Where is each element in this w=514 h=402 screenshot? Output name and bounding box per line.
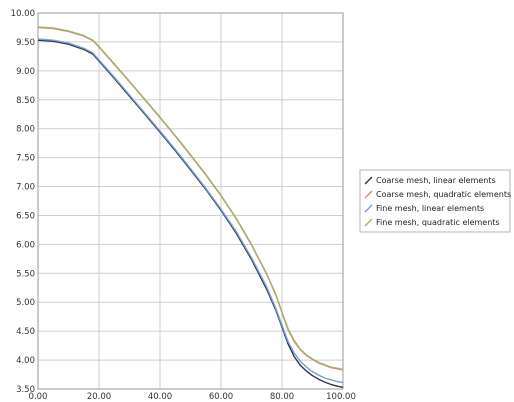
x-tick-label: 0.00 <box>29 392 48 402</box>
y-tick-label: 9.00 <box>16 67 35 77</box>
x-tick-label: 40.00 <box>148 392 172 402</box>
y-tick-label: 5.50 <box>16 269 35 279</box>
legend-label: Fine mesh, linear elements <box>376 204 484 213</box>
legend: Coarse mesh, linear elements Coarse mesh,… <box>360 170 511 232</box>
y-tick-label: 8.00 <box>16 125 35 135</box>
series-lines <box>38 27 343 387</box>
x-tick-label: 20.00 <box>87 392 111 402</box>
series-line-coarse-mesh-linear-elements <box>38 40 343 387</box>
series-line-coarse-mesh-quadratic-elements <box>38 28 343 370</box>
x-tick-label: 60.00 <box>209 392 233 402</box>
y-tick-label: 7.00 <box>16 183 35 193</box>
y-tick-label: 9.50 <box>16 38 35 48</box>
x-tick-label: 80.00 <box>270 392 294 402</box>
y-tick-label: 4.50 <box>16 327 35 337</box>
y-tick-label: 6.00 <box>16 240 35 250</box>
y-tick-label: 10.00 <box>11 9 35 19</box>
y-tick-label: 8.50 <box>16 96 35 106</box>
gridlines <box>38 13 343 389</box>
legend-label: Coarse mesh, linear elements <box>376 176 496 185</box>
series-line-fine-mesh-quadratic-elements <box>38 27 343 369</box>
y-tick-label: 5.00 <box>16 298 35 308</box>
y-tick-label: 4.00 <box>16 356 35 366</box>
y-tick-label: 6.50 <box>16 211 35 221</box>
y-tick-label: 7.50 <box>16 154 35 164</box>
y-axis-tick-labels: 3.504.004.505.005.506.006.507.007.508.00… <box>11 9 35 395</box>
plot-area-frame <box>38 13 343 389</box>
legend-label: Fine mesh, quadratic elements <box>376 218 500 227</box>
x-axis-tick-labels: 0.00 20.00 40.00 60.00 80.00 100.00 <box>29 392 356 402</box>
x-tick-label: 100.00 <box>326 392 356 402</box>
legend-label: Coarse mesh, quadratic elements <box>376 190 511 199</box>
